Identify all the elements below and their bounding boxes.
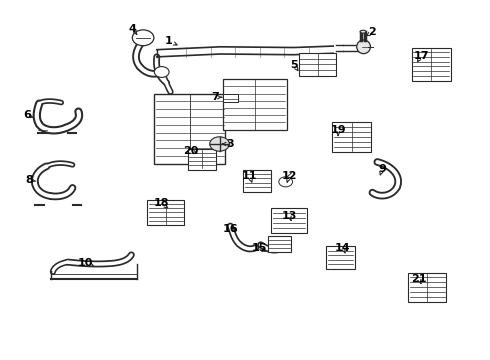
Text: 20: 20 — [183, 146, 199, 156]
Text: 11: 11 — [242, 171, 258, 181]
Bar — [271, 208, 307, 233]
Circle shape — [210, 137, 229, 151]
Bar — [299, 53, 336, 76]
Text: 18: 18 — [154, 198, 170, 208]
Text: 13: 13 — [281, 211, 297, 221]
Text: 19: 19 — [330, 125, 346, 135]
Text: 10: 10 — [78, 258, 94, 268]
Bar — [154, 94, 225, 164]
Circle shape — [132, 30, 154, 46]
Text: 15: 15 — [252, 243, 268, 253]
Text: 8: 8 — [25, 175, 33, 185]
Bar — [147, 200, 184, 225]
Bar — [188, 149, 216, 170]
Bar — [326, 246, 355, 269]
Circle shape — [279, 177, 293, 187]
Bar — [223, 79, 287, 130]
Text: 3: 3 — [226, 139, 234, 149]
Text: 9: 9 — [378, 164, 386, 174]
Bar — [223, 94, 238, 102]
Text: 16: 16 — [222, 224, 238, 234]
Text: 6: 6 — [23, 110, 31, 120]
Bar — [412, 48, 451, 81]
Bar — [408, 273, 446, 302]
Text: 14: 14 — [335, 243, 351, 253]
Ellipse shape — [357, 40, 370, 54]
Text: 17: 17 — [414, 51, 429, 61]
Bar — [243, 170, 271, 192]
Bar — [268, 236, 291, 252]
Bar — [332, 122, 371, 152]
Text: 4: 4 — [128, 24, 136, 34]
Text: 1: 1 — [165, 36, 173, 46]
Text: 2: 2 — [368, 27, 376, 37]
Ellipse shape — [360, 30, 366, 33]
Text: 7: 7 — [212, 92, 220, 102]
Text: 5: 5 — [290, 60, 298, 70]
Circle shape — [154, 67, 169, 77]
Text: 21: 21 — [411, 274, 427, 284]
Text: 12: 12 — [281, 171, 297, 181]
